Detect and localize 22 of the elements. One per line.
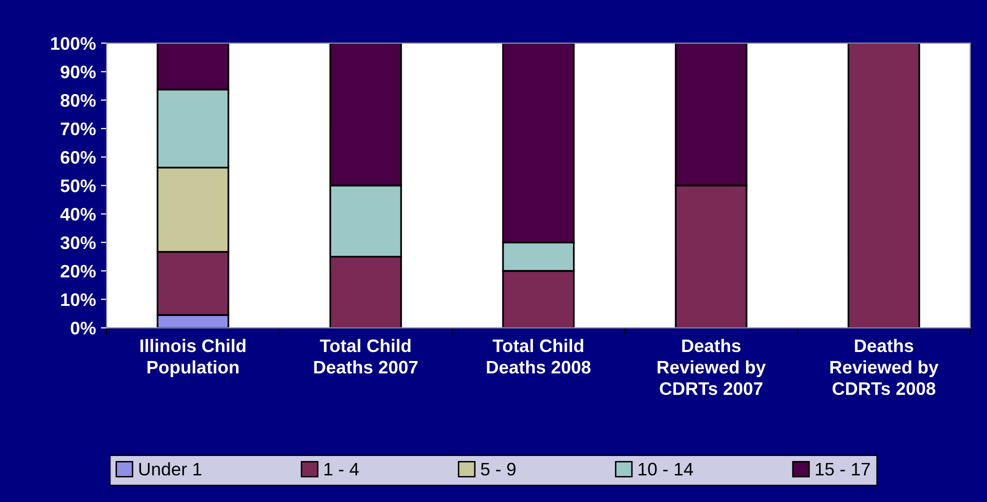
y-tick-label: 10%: [61, 293, 96, 306]
x-tick-label: Total Child Deaths 2007: [314, 338, 418, 374]
legend-label: 5 - 9: [480, 462, 516, 476]
x-tick-label: Illinois Child Population: [140, 338, 246, 378]
legend-label: 1 - 4: [324, 462, 359, 476]
bar: [848, 43, 920, 328]
y-tick-label: 80%: [60, 94, 96, 107]
y-tick-label: 20%: [60, 264, 96, 278]
y-tick-label: 100%: [51, 37, 96, 50]
x-tick-label: Deaths Reviewed by CDRTs 2008: [830, 338, 938, 395]
y-tick-label: 50%: [60, 179, 96, 192]
y-tick-label: 40%: [60, 208, 96, 221]
x-tick-label: Total Child Deaths 2008: [486, 338, 591, 374]
legend-label: 15 - 17: [816, 462, 870, 476]
y-tick-label: 30%: [60, 236, 96, 250]
y-tick-label: 70%: [60, 122, 96, 136]
legend-label: Under 1: [139, 462, 202, 476]
legend-label: 10 - 14: [638, 462, 694, 476]
x-tick-label: Deaths Reviewed by CDRTs 2007: [658, 338, 766, 395]
y-tick-label: 60%: [60, 150, 96, 164]
y-tick-label: 0%: [70, 322, 96, 335]
y-tick-label: 90%: [60, 66, 96, 78]
